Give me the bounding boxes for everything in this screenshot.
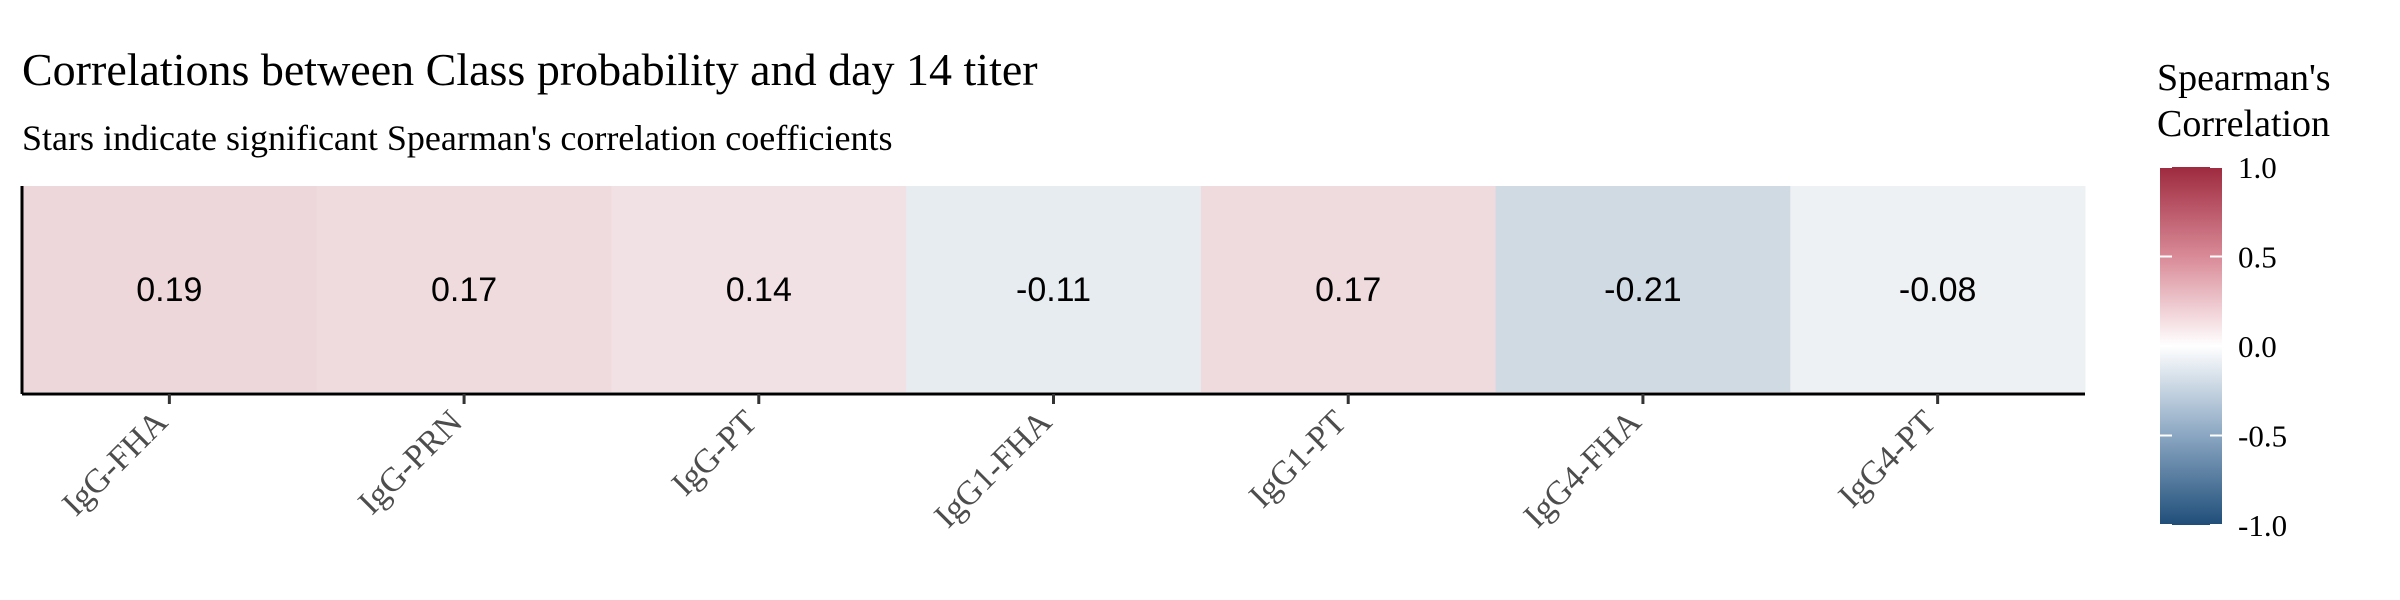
legend-title-line1: Spearman's bbox=[2157, 57, 2331, 99]
heatmap-cell-igg-pt bbox=[611, 186, 907, 392]
x-tick-label: IgG4-FHA bbox=[1517, 403, 1649, 535]
heatmap-cell-igg1-fha bbox=[906, 186, 1202, 392]
heatmap-cell-igg4-fha bbox=[1495, 186, 1791, 392]
heatmap-cell-igg1-pt bbox=[1200, 186, 1497, 392]
cell-value-label: 0.17 bbox=[1315, 271, 1381, 309]
cell-value-label: 0.17 bbox=[431, 271, 497, 309]
x-axis-labels: IgG-FHA IgG-PRN IgG-PT IgG1-FHA IgG1-PT IgG4-… bbox=[55, 403, 1943, 535]
chart-title: Correlations between Class probability a… bbox=[22, 44, 1038, 95]
legend-tick-label: 0.0 bbox=[2238, 329, 2277, 364]
legend-tick-labels: 1.0 0.5 0.0 -0.5 -1.0 bbox=[2238, 150, 2287, 543]
heatmap-value-labels: 0.19 0.17 0.14 -0.11 0.17 -0.21 -0.08 bbox=[136, 271, 1976, 309]
x-tick-label: IgG-FHA bbox=[55, 403, 175, 523]
cell-value-label: -0.08 bbox=[1899, 271, 1977, 309]
heatmap-cells bbox=[22, 186, 2086, 392]
legend-tick-label: -0.5 bbox=[2238, 419, 2287, 454]
heatmap-cell-igg4-pt bbox=[1790, 186, 2086, 392]
x-tick-label: IgG1-FHA bbox=[927, 403, 1059, 535]
cell-value-label: -0.21 bbox=[1604, 271, 1682, 309]
x-tick-label: IgG4-PT bbox=[1832, 403, 1944, 515]
cell-value-label: 0.19 bbox=[136, 271, 202, 309]
x-tick-label: IgG-PT bbox=[665, 403, 765, 503]
x-tick-label: IgG-PRN bbox=[351, 403, 469, 521]
legend-tick-label: 0.5 bbox=[2238, 240, 2277, 275]
legend-tick-label: 1.0 bbox=[2238, 150, 2277, 185]
cell-value-label: 0.14 bbox=[726, 271, 792, 309]
legend-ticks bbox=[2160, 166, 2222, 526]
legend-title-line2: Correlation bbox=[2157, 103, 2330, 145]
cell-value-label: -0.11 bbox=[1016, 271, 1091, 309]
x-axis-ticks bbox=[167, 394, 1940, 404]
heatmap-cell-igg-prn bbox=[316, 186, 612, 392]
x-tick-label: IgG1-PT bbox=[1242, 403, 1354, 515]
legend-tick-label: -1.0 bbox=[2238, 508, 2287, 543]
heatmap-cell-igg-fha bbox=[22, 186, 318, 392]
chart-subtitle: Stars indicate significant Spearman's co… bbox=[22, 118, 893, 158]
